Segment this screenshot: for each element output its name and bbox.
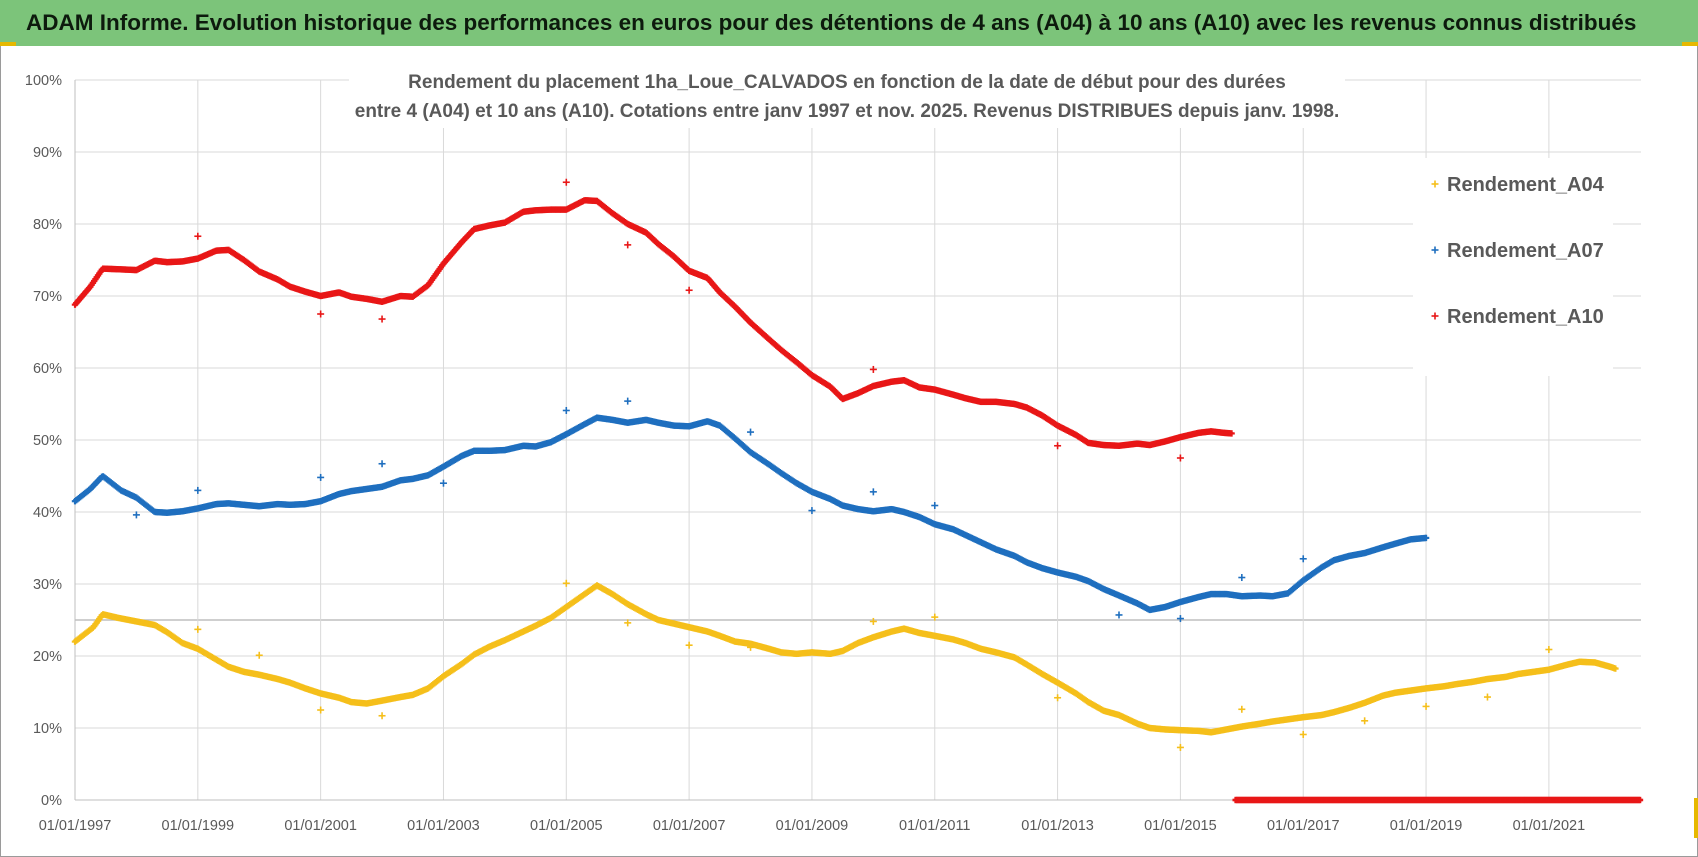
- outlier-point: [1054, 442, 1062, 450]
- x-tick-label: 01/01/2009: [776, 818, 849, 834]
- y-tick-label: 90%: [33, 145, 62, 161]
- y-tick-label: 100%: [25, 73, 62, 89]
- outlier-point: [747, 428, 755, 436]
- outlier-point: [562, 406, 570, 414]
- outlier-point: [869, 365, 877, 373]
- x-tick-label: 01/01/2001: [284, 818, 357, 834]
- outlier-point: [685, 641, 693, 649]
- outlier-point: [1299, 730, 1307, 738]
- outlier-point: [1176, 615, 1184, 623]
- frame-corner-accent: [1694, 798, 1698, 838]
- outlier-point: [439, 479, 447, 487]
- legend-label: Rendement_A10: [1447, 306, 1604, 328]
- chart-frame: Rendement du placement 1ha_Loue_CALVADOS…: [0, 46, 1698, 857]
- chart-title-line-2: entre 4 (A04) et 10 ans (A10). Cotations…: [355, 101, 1339, 122]
- outlier-point: [747, 643, 755, 651]
- chart-title: Rendement du placement 1ha_Loue_CALVADOS…: [349, 64, 1345, 128]
- outlier-point: [1238, 574, 1246, 582]
- legend-label: Rendement_A07: [1447, 240, 1604, 262]
- outlier-point: [624, 397, 632, 405]
- outlier-point: [808, 507, 816, 515]
- outlier-point: [1299, 555, 1307, 563]
- series-Rendement_A10: [71, 178, 1644, 804]
- y-tick-label: 0%: [41, 793, 62, 809]
- series-Rendement_A04: [71, 579, 1619, 751]
- outlier-point: [1361, 717, 1369, 725]
- outlier-point: [1238, 705, 1246, 713]
- x-tick-label: 01/01/2003: [407, 818, 480, 834]
- outlier-point: [931, 613, 939, 621]
- outlier-point: [869, 488, 877, 496]
- outlier-point: [1115, 611, 1123, 619]
- x-tick-label: 01/01/2005: [530, 818, 603, 834]
- outlier-point: [624, 619, 632, 627]
- chart-title-line-1: Rendement du placement 1ha_Loue_CALVADOS…: [408, 72, 1286, 93]
- outlier-point: [562, 178, 570, 186]
- y-tick-label: 70%: [33, 289, 62, 305]
- banner-corner-accent-left: [0, 42, 16, 46]
- banner-corner-accent-right: [1682, 42, 1698, 46]
- y-tick-label: 80%: [33, 217, 62, 233]
- x-tick-label: 01/01/2007: [653, 818, 726, 834]
- chart-title-background: [349, 64, 1345, 128]
- outlier-point: [1176, 743, 1184, 751]
- outlier-point: [194, 625, 202, 633]
- y-tick-label: 50%: [33, 433, 62, 449]
- legend-item: Rendement_A04: [1431, 174, 1605, 196]
- outlier-point: [378, 460, 386, 468]
- x-tick-label: 01/01/1997: [39, 818, 112, 834]
- x-tick-label: 01/01/2015: [1144, 818, 1217, 834]
- outlier-point: [378, 712, 386, 720]
- x-tick-label: 01/01/1999: [162, 818, 235, 834]
- outlier-point: [1176, 454, 1184, 462]
- x-tick-label: 01/01/2013: [1021, 818, 1094, 834]
- x-tick-label: 01/01/2021: [1513, 818, 1586, 834]
- x-tick-label: 01/01/2019: [1390, 818, 1463, 834]
- data-point: [1612, 665, 1619, 672]
- y-tick-label: 60%: [33, 361, 62, 377]
- outlier-point: [685, 286, 693, 294]
- outlier-point: [317, 310, 325, 318]
- y-tick-label: 20%: [33, 649, 62, 665]
- series-Rendement_A07: [71, 397, 1430, 623]
- outlier-point: [194, 486, 202, 494]
- outlier-point: [378, 315, 386, 323]
- outlier-point: [1054, 694, 1062, 702]
- chart-marks: [71, 178, 1644, 804]
- outlier-point: [1545, 646, 1553, 654]
- x-tick-label: 01/01/2017: [1267, 818, 1340, 834]
- outlier-point: [317, 706, 325, 714]
- outlier-point: [317, 473, 325, 481]
- legend-label: Rendement_A04: [1447, 174, 1605, 196]
- chart-svg: Rendement du placement 1ha_Loue_CALVADOS…: [25, 64, 1644, 834]
- y-tick-label: 10%: [33, 721, 62, 737]
- outlier-point: [624, 241, 632, 249]
- outlier-point: [255, 651, 263, 659]
- y-tick-label: 30%: [33, 577, 62, 593]
- chart-legend: Rendement_A04 Rendement_A07 Rendement_A10: [1413, 158, 1613, 376]
- outlier-point: [194, 232, 202, 240]
- outlier-point: [562, 579, 570, 587]
- page-title-banner: ADAM Informe. Evolution historique des p…: [0, 0, 1698, 46]
- y-tick-label: 40%: [33, 505, 62, 521]
- legend-item: Rendement_A10: [1431, 306, 1604, 328]
- legend-item: Rendement_A07: [1431, 240, 1604, 262]
- x-tick-label: 01/01/2011: [899, 818, 971, 834]
- outlier-point: [1422, 702, 1430, 710]
- chart-axes: 0% 10% 20% 30% 40% 50% 60% 70% 80% 90% 100% 01/01/1…: [25, 73, 1641, 834]
- outlier-point: [869, 617, 877, 625]
- outlier-point: [931, 502, 939, 510]
- outlier-point: [1483, 693, 1491, 701]
